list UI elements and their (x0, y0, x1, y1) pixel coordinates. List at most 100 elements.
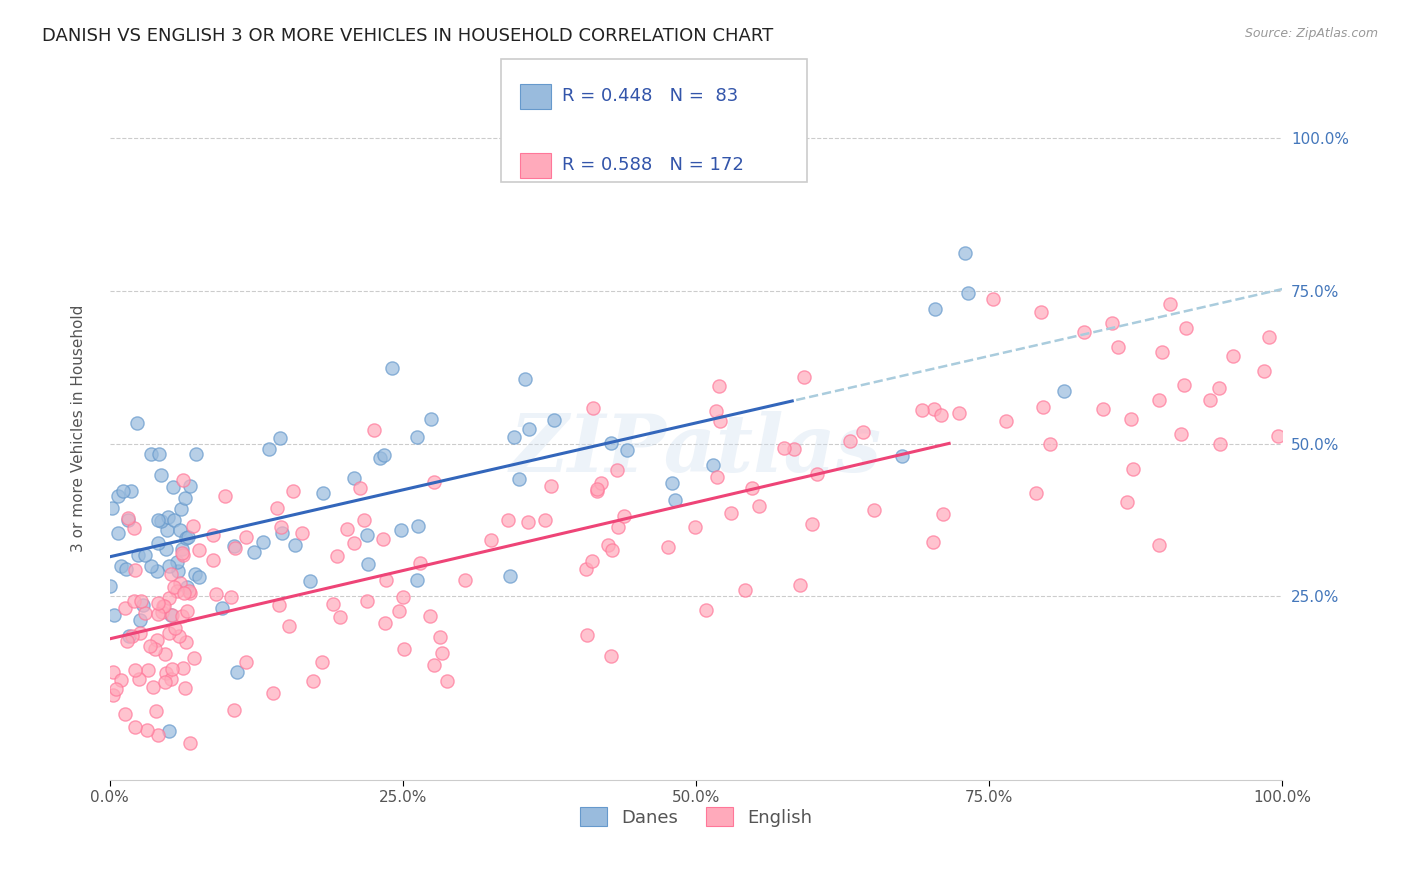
Point (174, 531, 197, 545)
Point (534, 513, 557, 527)
Point (222, 703, 245, 717)
Point (271, 526, 294, 541)
Point (543, 413, 565, 427)
Point (107, 526, 129, 541)
Point (349, 481, 371, 495)
Point (613, 509, 636, 524)
Point (146, 596, 169, 610)
Point (155, 666, 177, 681)
Point (170, 502, 193, 516)
Point (336, 522, 359, 536)
Point (107, 490, 129, 504)
Point (981, 292, 1004, 306)
Point (152, 599, 174, 613)
Point (381, 361, 404, 376)
Point (176, 604, 198, 618)
Point (1173, 377, 1195, 392)
Point (128, 672, 150, 686)
Point (166, 583, 188, 598)
Point (890, 449, 912, 463)
Point (1031, 305, 1053, 319)
Text: R = 0.448   N =  83: R = 0.448 N = 83 (562, 87, 738, 105)
Point (127, 548, 149, 562)
Point (1198, 393, 1220, 408)
Y-axis label: 3 or more Vehicles in Household: 3 or more Vehicles in Household (72, 305, 86, 552)
Point (235, 530, 257, 544)
Point (153, 675, 176, 690)
Point (363, 423, 385, 437)
Point (585, 482, 607, 496)
Point (146, 536, 169, 550)
Point (157, 626, 180, 640)
Point (586, 483, 609, 498)
Point (257, 442, 280, 457)
Point (188, 569, 211, 583)
Point (1025, 486, 1047, 500)
Point (117, 510, 139, 524)
Point (155, 647, 177, 661)
Point (148, 728, 170, 742)
Point (278, 619, 301, 633)
Point (167, 628, 190, 642)
Point (322, 597, 344, 611)
Point (429, 630, 451, 644)
Point (513, 372, 536, 386)
Point (343, 471, 366, 485)
Point (110, 673, 132, 687)
Point (155, 541, 177, 556)
Point (188, 543, 211, 558)
Point (224, 541, 246, 555)
Point (172, 546, 194, 560)
Point (176, 530, 198, 544)
Point (695, 603, 717, 617)
Point (783, 442, 806, 456)
Point (284, 538, 307, 552)
Point (596, 538, 619, 552)
Point (704, 404, 727, 418)
Point (262, 686, 284, 700)
Point (266, 501, 288, 516)
Point (1174, 321, 1197, 335)
Point (156, 523, 179, 537)
Point (329, 610, 352, 624)
Point (160, 567, 183, 582)
Point (607, 520, 630, 534)
Point (1115, 494, 1137, 508)
Point (838, 434, 860, 448)
Point (373, 448, 395, 462)
Point (139, 639, 162, 653)
Point (270, 520, 292, 534)
Point (128, 626, 150, 640)
Point (661, 475, 683, 490)
Point (162, 480, 184, 494)
Point (291, 526, 314, 541)
Point (179, 586, 201, 600)
Point (508, 472, 530, 486)
Point (146, 513, 169, 527)
Point (145, 704, 167, 718)
Point (143, 641, 166, 656)
Point (862, 503, 884, 517)
Point (157, 591, 180, 605)
Point (142, 680, 165, 694)
Point (748, 499, 770, 513)
Point (235, 655, 257, 669)
Point (793, 370, 815, 384)
Point (124, 720, 146, 734)
Point (110, 559, 132, 574)
Point (430, 646, 453, 660)
Point (211, 601, 233, 615)
Point (405, 573, 427, 587)
Point (159, 672, 181, 686)
Point (387, 604, 409, 618)
Point (498, 512, 520, 526)
Point (852, 425, 875, 439)
Point (114, 601, 136, 615)
Text: Source: ZipAtlas.com: Source: ZipAtlas.com (1244, 27, 1378, 40)
Point (160, 608, 183, 623)
Point (356, 528, 378, 542)
Point (575, 628, 598, 642)
Point (149, 514, 172, 528)
Point (924, 402, 946, 417)
Point (160, 662, 183, 676)
